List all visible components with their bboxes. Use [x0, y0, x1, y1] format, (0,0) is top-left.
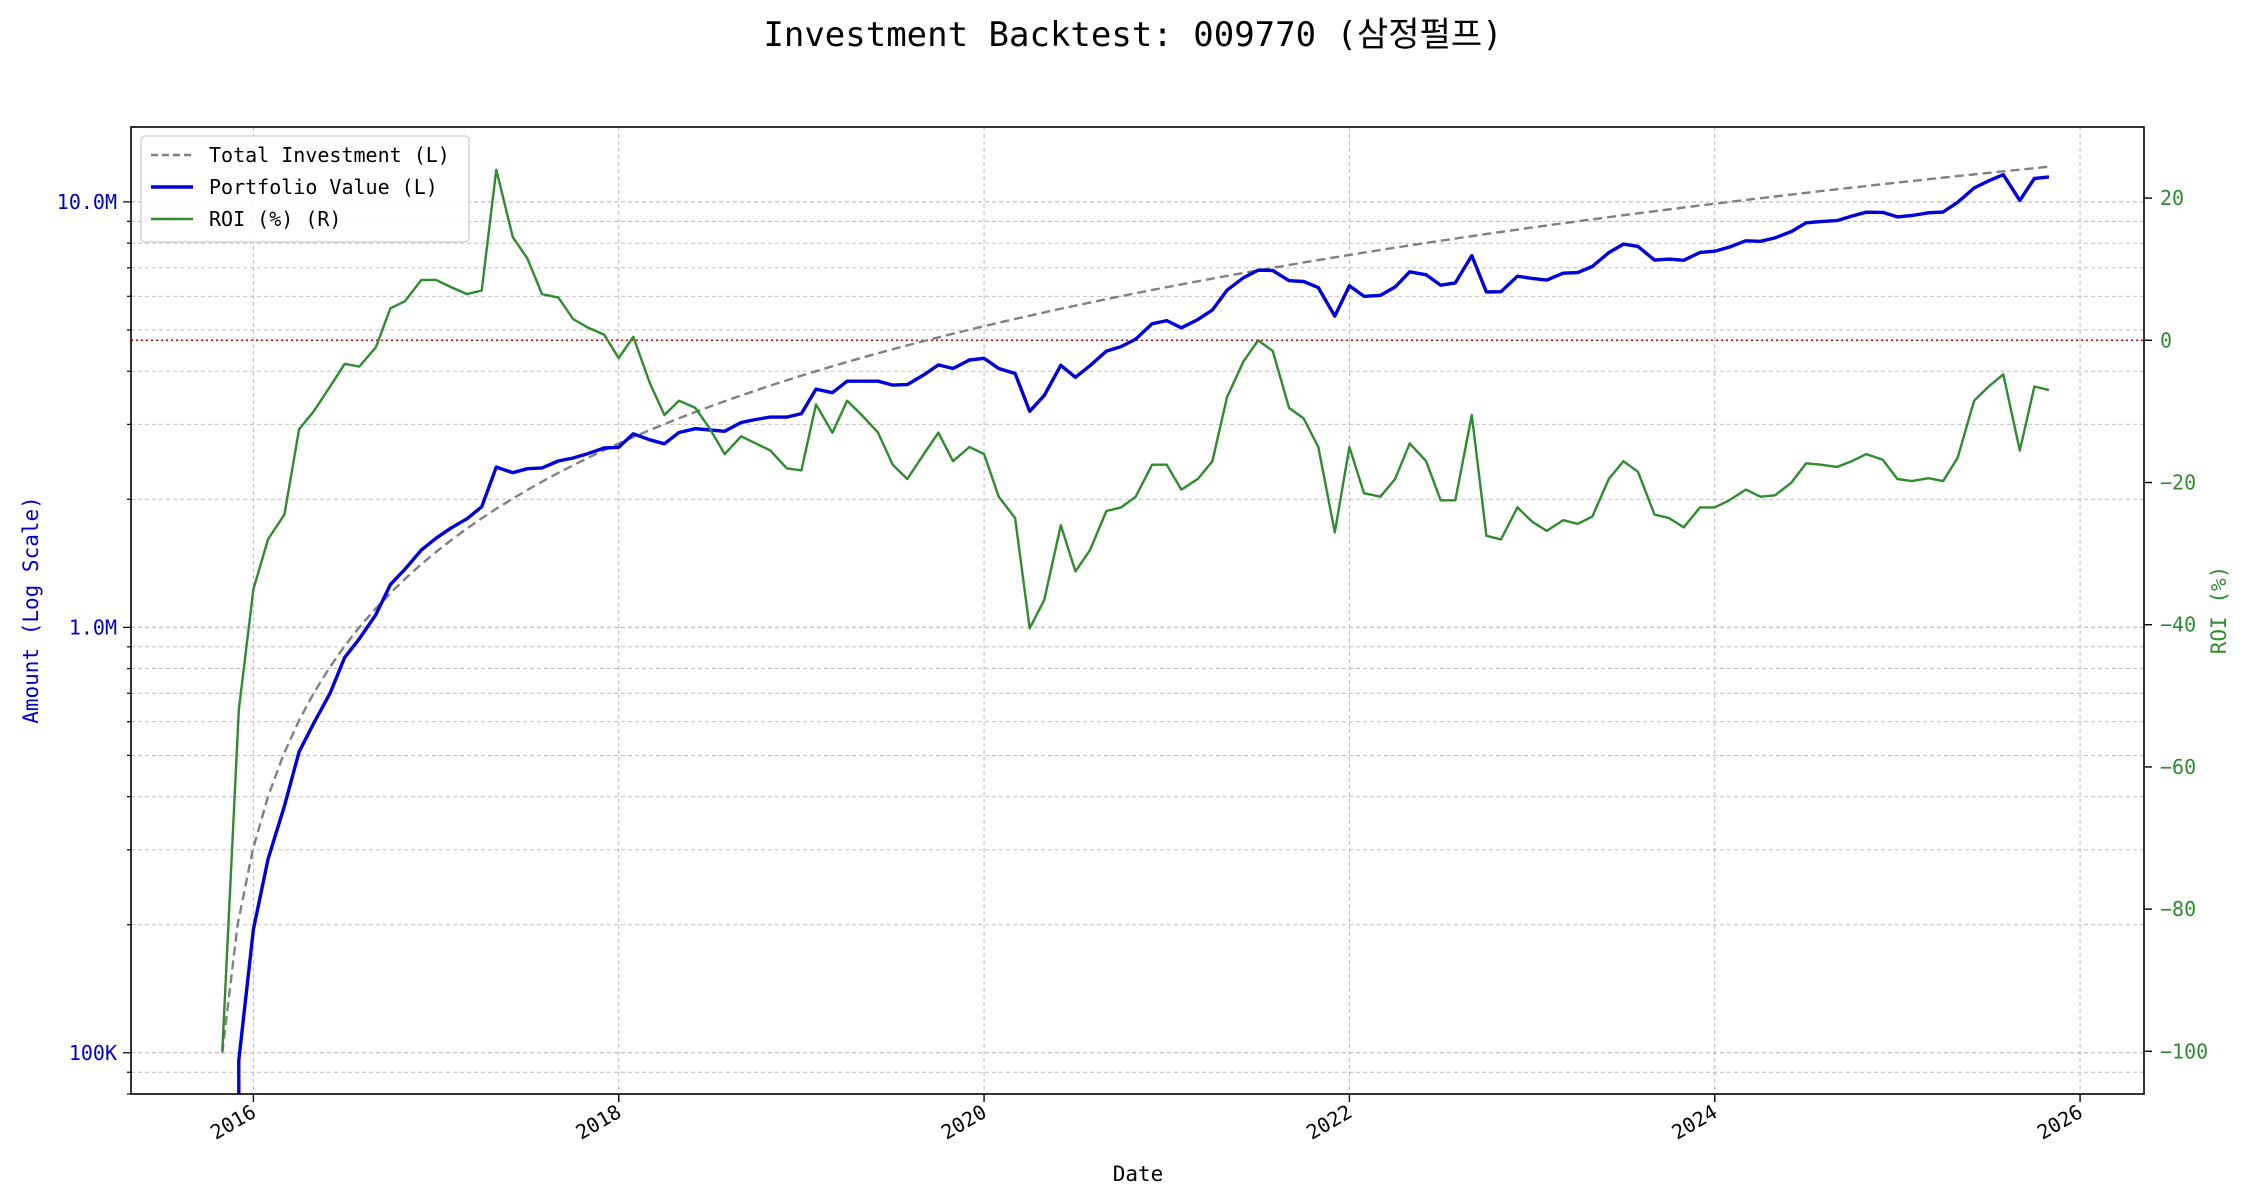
x-tick-label: 2022 — [1302, 1100, 1356, 1145]
x-axis-label: Date — [1113, 1162, 1164, 1186]
y-left-tick-label: 1.0M — [69, 615, 117, 639]
x-tick-label: 2016 — [206, 1100, 260, 1145]
legend: Total Investment (L) Portfolio Value (L) R… — [140, 135, 470, 243]
series-line-0 — [221, 165, 2050, 1053]
x-tick-label: 2026 — [2033, 1100, 2087, 1145]
plot-frame — [130, 126, 2145, 1095]
y-right-tick-label: −60 — [2160, 755, 2196, 779]
y-right-tick-label: 20 — [2160, 186, 2184, 210]
y-axis-right-label: ROI (%) — [2207, 566, 2231, 655]
x-tick-label: 2018 — [572, 1100, 626, 1145]
y-left-tick-label: 10.0M — [57, 190, 117, 214]
x-tick-label: 2024 — [1668, 1100, 1722, 1145]
series-layer — [131, 165, 2144, 1094]
x-tick-label: 2020 — [937, 1100, 991, 1145]
legend-box — [140, 135, 470, 243]
y-right-tick-label: −100 — [2160, 1039, 2208, 1063]
legend-label-1: Portfolio Value (L) — [209, 175, 438, 199]
legend-label-2: ROI (%) (R) — [209, 207, 341, 231]
y-right-tick-label: 0 — [2160, 328, 2172, 352]
axes-layer: 2016 2018 2020 2022 2024 2026 100K 1.0M 10.0M 20 0… — [57, 126, 2208, 1145]
legend-label-0: Total Investment (L) — [209, 143, 450, 167]
y-right-tick-label: −40 — [2160, 613, 2196, 637]
series-line-1 — [237, 172, 2050, 1094]
series-line-2 — [221, 168, 2050, 1052]
y-right-tick-label: −20 — [2160, 471, 2196, 495]
chart-title: Investment Backtest: 009770 (삼정펄프) — [763, 15, 1502, 55]
grid-layer — [131, 127, 2144, 1095]
y-axis-left-label: Amount (Log Scale) — [19, 496, 43, 724]
y-left-tick-label: 100K — [69, 1041, 117, 1065]
y-right-tick-label: −80 — [2160, 897, 2196, 921]
